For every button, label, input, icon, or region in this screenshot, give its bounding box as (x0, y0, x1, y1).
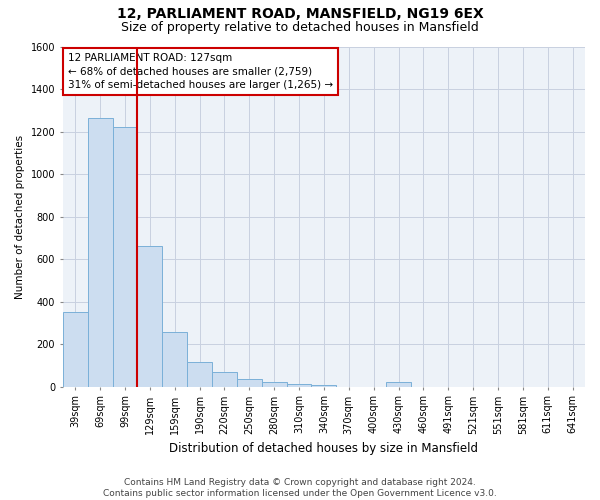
Bar (187, 362, 212, 386)
Bar (137, 246, 162, 386)
Bar (212, 372, 237, 386)
Bar (63, 312, 88, 386)
Text: 12, PARLIAMENT ROAD, MANSFIELD, NG19 6EX: 12, PARLIAMENT ROAD, MANSFIELD, NG19 6EX (116, 8, 484, 22)
Text: Size of property relative to detached houses in Mansfield: Size of property relative to detached ho… (121, 21, 479, 34)
Bar (386, 382, 411, 386)
Text: 12 PARLIAMENT ROAD: 127sqm
← 68% of detached houses are smaller (2,759)
31% of s: 12 PARLIAMENT ROAD: 127sqm ← 68% of deta… (68, 54, 333, 90)
Bar (88, 118, 113, 386)
Text: Contains HM Land Registry data © Crown copyright and database right 2024.
Contai: Contains HM Land Registry data © Crown c… (103, 478, 497, 498)
Bar (113, 128, 137, 386)
X-axis label: Distribution of detached houses by size in Mansfield: Distribution of detached houses by size … (169, 442, 478, 455)
Y-axis label: Number of detached properties: Number of detached properties (15, 134, 25, 298)
Bar (162, 332, 187, 386)
Bar (262, 382, 287, 386)
Bar (311, 384, 337, 386)
Bar (237, 379, 262, 386)
Bar (287, 384, 311, 386)
